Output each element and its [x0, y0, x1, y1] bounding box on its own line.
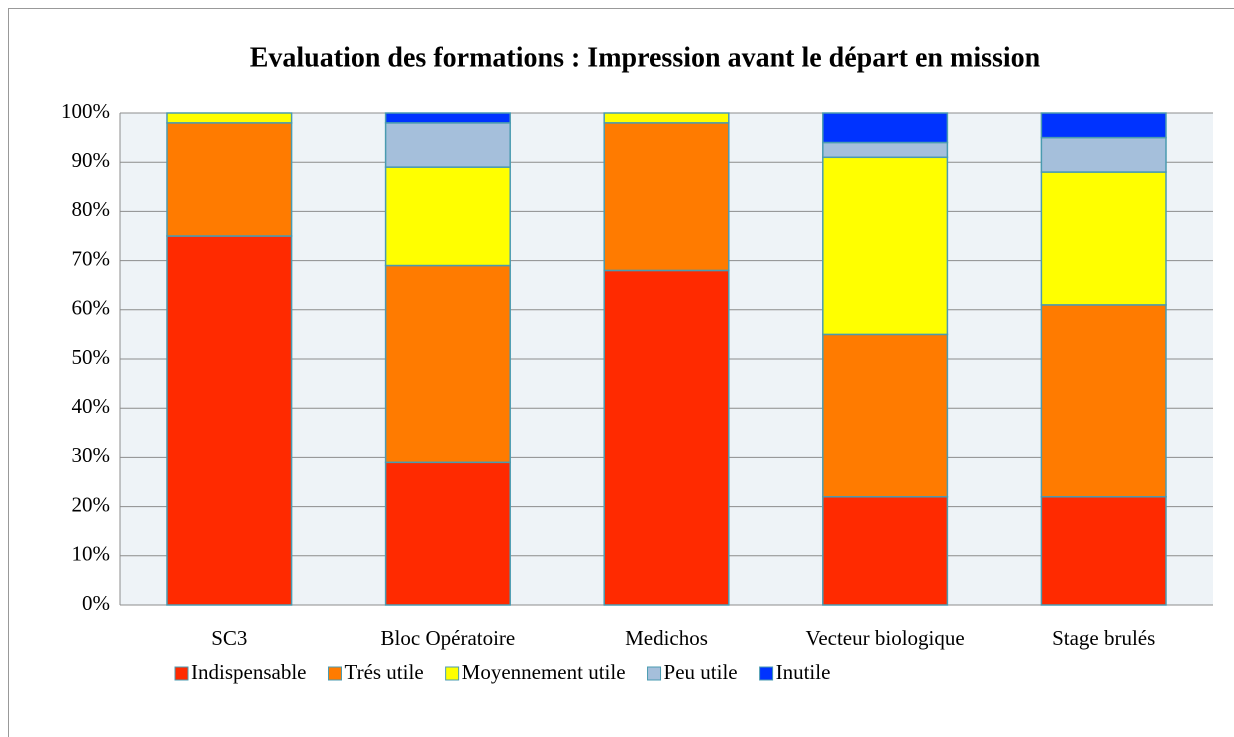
bar-segment — [1040, 171, 1167, 306]
bar-segment — [166, 112, 293, 124]
x-tick-label: Bloc Opératoire — [381, 626, 516, 650]
legend-label: Inutile — [776, 660, 831, 684]
x-tick-label: Vecteur biologique — [805, 626, 964, 650]
bar-segment — [384, 112, 511, 124]
y-tick-label: 0% — [82, 591, 110, 615]
bar-segment — [822, 496, 949, 606]
legend-label: Moyennement utile — [462, 660, 626, 684]
bar-segment — [166, 122, 293, 237]
legend-swatch — [759, 666, 774, 681]
y-tick-label: 50% — [72, 345, 111, 369]
bar-segment — [1040, 496, 1167, 606]
bar-segment — [822, 112, 949, 144]
bar-segment — [603, 269, 730, 606]
bar-segment — [603, 122, 730, 272]
y-tick-label: 80% — [72, 197, 111, 221]
legend-swatch — [445, 666, 460, 681]
legend-swatch — [647, 666, 662, 681]
bar-segment — [1040, 136, 1167, 173]
legend-swatch — [327, 666, 342, 681]
bar-segment — [166, 235, 293, 606]
legend-swatch — [174, 666, 189, 681]
bar-segment — [1040, 304, 1167, 498]
bar-segment — [384, 166, 511, 267]
y-tick-label: 20% — [72, 492, 111, 516]
bar-segment — [384, 122, 511, 168]
legend-label: Trés utile — [344, 660, 423, 684]
y-tick-label: 10% — [72, 542, 111, 566]
chart-title: Evaluation des formations : Impression a… — [250, 42, 1041, 73]
bar-segment — [384, 264, 511, 464]
x-tick-label: Stage brulés — [1052, 626, 1155, 650]
legend-label: Indispensable — [191, 660, 306, 684]
x-tick-label: SC3 — [211, 626, 247, 650]
y-tick-label: 40% — [72, 394, 111, 418]
y-tick-label: 90% — [72, 148, 111, 172]
y-tick-label: 30% — [72, 443, 111, 467]
bar-segment — [603, 112, 730, 124]
bar-segment — [822, 141, 949, 159]
bar-segment — [384, 461, 511, 606]
bar-segment — [822, 333, 949, 498]
y-tick-label: 100% — [61, 99, 110, 123]
y-tick-label: 60% — [72, 296, 111, 320]
bar-segment — [822, 156, 949, 336]
y-tick-label: 70% — [72, 246, 111, 270]
legend-label: Peu utile — [664, 660, 738, 684]
x-tick-label: Medichos — [625, 626, 708, 650]
bar-segment — [1040, 112, 1167, 139]
